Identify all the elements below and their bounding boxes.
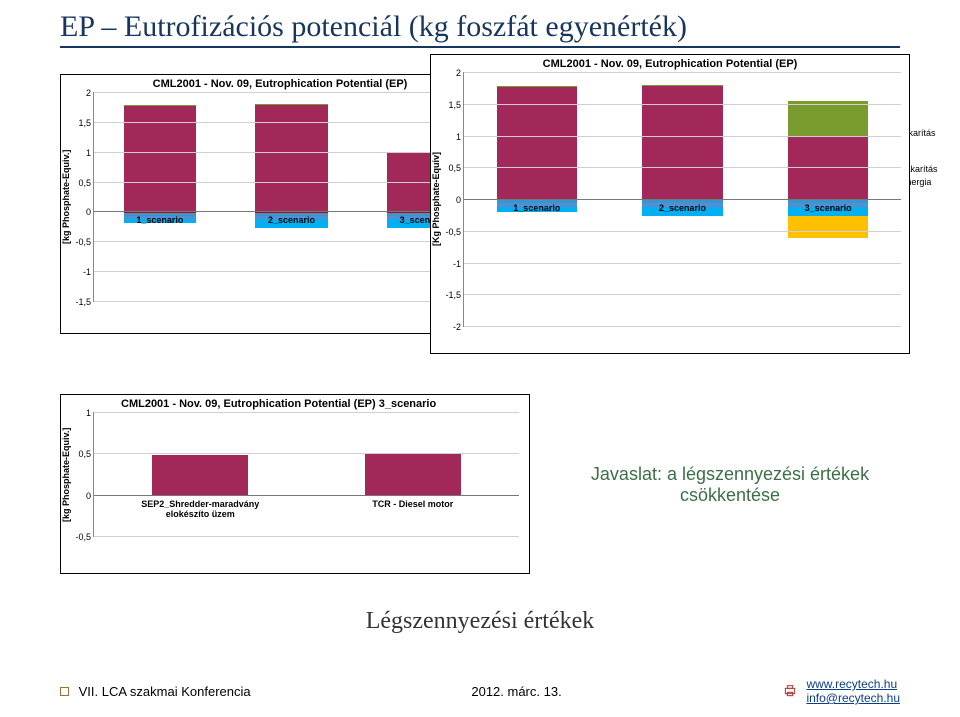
gridline xyxy=(94,536,519,537)
chart-c-ylabel: [kg Phosphate-Equiv.] xyxy=(61,412,71,537)
ytick-label: 0 xyxy=(456,195,461,205)
printer-icon xyxy=(782,683,798,699)
ytick-label: -1,5 xyxy=(445,290,461,300)
footer-date: 2012. márc. 13. xyxy=(471,684,561,699)
chart-a-yticks: -1,5-1-0,500,511,52 xyxy=(71,92,93,302)
ytick-label: 0,5 xyxy=(78,178,91,188)
gridline xyxy=(464,294,901,295)
ytick-label: 0 xyxy=(86,207,91,217)
bar-segment xyxy=(365,453,461,494)
gridline xyxy=(464,326,901,327)
ytick-label: 1,5 xyxy=(78,118,91,128)
gridline xyxy=(464,104,901,105)
ytick-label: 0,5 xyxy=(448,163,461,173)
page-title: EP – Eutrofizációs potenciál (kg foszfát… xyxy=(60,10,900,44)
chart-c: CML2001 - Nov. 09, Eutrophication Potent… xyxy=(60,394,530,574)
chart-c-plot: SEP2_Shredder-maradvány elokészíto üzem T… xyxy=(93,412,519,537)
footer-links: www.recytech.hu info@recytech.hu xyxy=(806,677,900,705)
title-rule xyxy=(60,46,900,48)
chart-b-title: CML2001 - Nov. 09, Eutrophication Potent… xyxy=(431,55,909,72)
recommendation-text: Javaslat: a légszennyezési értékek csökk… xyxy=(560,464,900,506)
chart-b-yticks: -2-1,5-1-0,500,511,52 xyxy=(441,72,463,327)
category-label: 2_scenario xyxy=(626,203,738,213)
ytick-label: -1 xyxy=(453,259,461,269)
chart-b-plot: 1_scenario 2_scenario 3_scenario xyxy=(463,72,901,327)
ytick-label: -1 xyxy=(83,267,91,277)
ytick-label: 1 xyxy=(86,408,91,418)
ytick-label: 1 xyxy=(86,148,91,158)
ytick-label: 1,5 xyxy=(448,100,461,110)
category-label: 1_scenario xyxy=(481,203,593,213)
bar-slot: SEP2_Shredder-maradvány elokészíto üzem xyxy=(152,412,248,536)
chart-b: CML2001 - Nov. 09, Eutrophication Potent… xyxy=(430,54,910,354)
gridline xyxy=(464,167,901,168)
ytick-label: -0,5 xyxy=(75,237,91,247)
footer-link-web[interactable]: www.recytech.hu xyxy=(806,677,900,691)
bar-slot: 1_scenario xyxy=(124,92,196,301)
chart-a-ylabel: [kg Phosphate-Equiv.] xyxy=(61,92,71,302)
category-label: SEP2_Shredder-maradvány elokészíto üzem xyxy=(133,499,267,519)
gridline xyxy=(464,136,901,137)
gridline xyxy=(94,412,519,413)
chart-c-yticks: -0,500,51 xyxy=(71,412,93,537)
ytick-label: 0,5 xyxy=(78,449,91,459)
footer-event-text: VII. LCA szakmai Konferencia xyxy=(79,684,251,699)
bar-slot: TCR - Diesel motor xyxy=(365,412,461,536)
bullet-icon xyxy=(60,687,69,696)
ytick-label: 1 xyxy=(456,132,461,142)
ytick-label: 2 xyxy=(456,68,461,78)
footer-event: VII. LCA szakmai Konferencia xyxy=(60,684,251,699)
chart-c-title: CML2001 - Nov. 09, Eutrophication Potent… xyxy=(61,395,529,412)
bar-segment xyxy=(788,216,868,238)
bottom-area: CML2001 - Nov. 09, Eutrophication Potent… xyxy=(60,394,900,584)
top-charts-area: CML2001 - Nov. 09, Eutrophication Potent… xyxy=(60,54,900,384)
category-label: 2_scenario xyxy=(241,215,342,225)
gridline xyxy=(464,231,901,232)
category-label: 3_scenario xyxy=(772,203,884,213)
bar-segment xyxy=(788,101,868,136)
gridline xyxy=(464,263,901,264)
bar-slot: 2_scenario xyxy=(255,92,327,301)
category-label: TCR - Diesel motor xyxy=(346,499,480,509)
bar-segment xyxy=(152,455,248,495)
ytick-label: 0 xyxy=(86,491,91,501)
ytick-label: 2 xyxy=(86,88,91,98)
gridline xyxy=(94,453,519,454)
ytick-label: -0,5 xyxy=(75,532,91,542)
subheading: Légszennyezési értékek xyxy=(60,608,900,635)
category-label: 1_scenario xyxy=(109,215,210,225)
chart-c-bars: SEP2_Shredder-maradvány elokészíto üzem T… xyxy=(94,412,519,536)
footer: VII. LCA szakmai Konferencia 2012. márc.… xyxy=(60,677,900,705)
ytick-label: -0,5 xyxy=(445,227,461,237)
footer-link-mail[interactable]: info@recytech.hu xyxy=(806,691,900,705)
chart-b-ylabel: [Kg Phosphate-Equiv] xyxy=(431,72,441,327)
gridline xyxy=(464,72,901,73)
ytick-label: -1,5 xyxy=(75,297,91,307)
ytick-label: -2 xyxy=(453,322,461,332)
